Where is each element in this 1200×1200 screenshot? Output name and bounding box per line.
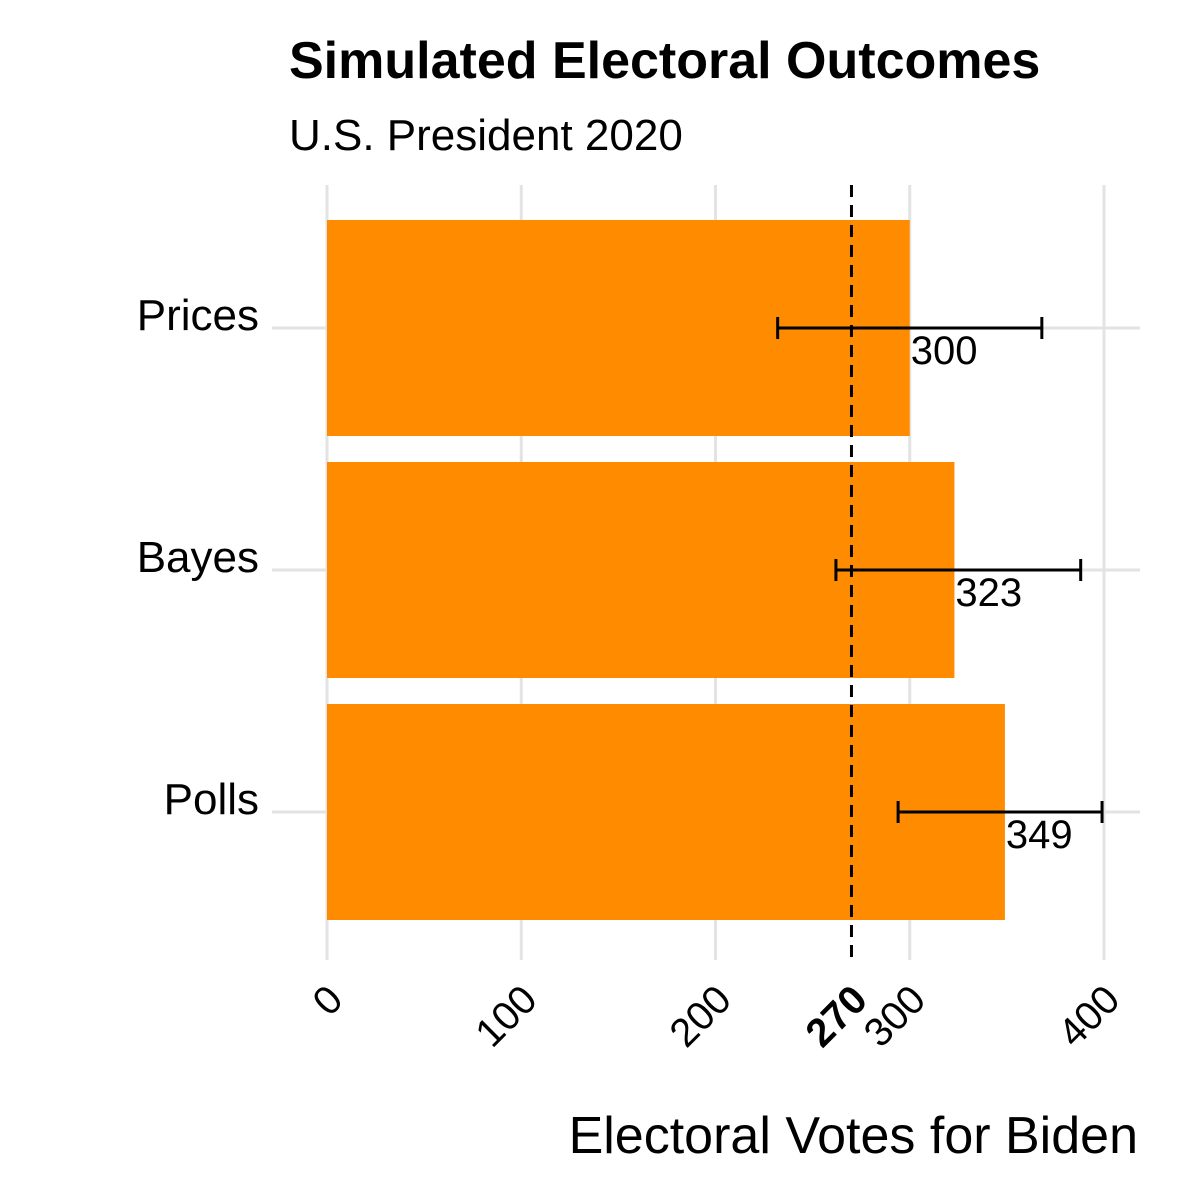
threshold-tick-label: 270: [798, 977, 876, 1055]
labels-layer: Prices 300 Bayes 323 Polls 349: [137, 291, 1073, 857]
value-label-polls: 349: [1006, 813, 1073, 857]
error-bar-bayes: [834, 559, 1083, 581]
x-tick-label-2: 200: [662, 977, 740, 1055]
chart-title: Simulated Electoral Outcomes: [289, 32, 1040, 90]
value-label-prices: 300: [911, 329, 978, 373]
x-tick-label-0: 0: [305, 977, 352, 1024]
category-label-bayes: Bayes: [137, 533, 259, 582]
error-bar-polls: [896, 801, 1104, 823]
x-tick-label-4: 400: [1050, 977, 1128, 1055]
category-label-prices: Prices: [137, 291, 259, 340]
x-axis-title: Electoral Votes for Biden: [569, 1107, 1138, 1165]
value-label-bayes: 323: [955, 571, 1022, 615]
error-bar-prices: [776, 317, 1044, 339]
chart-subtitle: U.S. President 2020: [289, 111, 683, 160]
bar-polls: [327, 704, 1005, 920]
category-label-polls: Polls: [164, 775, 259, 824]
errors-layer: [776, 317, 1104, 823]
x-tick-label-1: 100: [467, 977, 545, 1055]
